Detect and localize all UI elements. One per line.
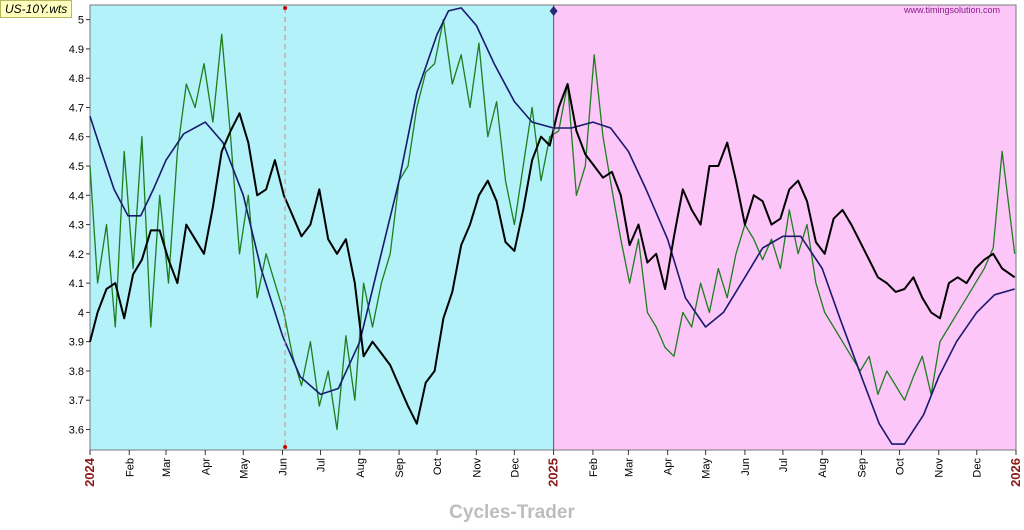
y-tick-label: 4.8 — [69, 73, 84, 85]
x-year-label: 2024 — [82, 457, 97, 487]
x-month-label: Mar — [623, 458, 635, 477]
y-tick-label: 5 — [78, 15, 84, 27]
past-region — [90, 5, 554, 450]
x-month-label: Aug — [355, 458, 367, 478]
y-tick-label: 3.7 — [69, 395, 84, 407]
x-month-label: Jun — [278, 458, 290, 476]
y-tick-label: 4.4 — [69, 190, 84, 202]
x-month-label: Sep — [856, 458, 868, 478]
price-line — [89, 83, 1016, 425]
y-tick-label: 4.2 — [69, 249, 84, 261]
x-month-label: May — [701, 458, 713, 479]
y-tick-label: 4.1 — [69, 278, 84, 290]
x-month-label: Sep — [394, 458, 406, 478]
x-month-label: Mar — [161, 458, 173, 477]
y-tick-label: 3.9 — [69, 337, 84, 349]
overlay-layer — [283, 5, 558, 450]
brand-footer: Cycles-Trader — [449, 502, 575, 523]
x-month-label: Jun — [740, 458, 752, 476]
y-tick-label: 3.8 — [69, 366, 84, 378]
x-month-label: Oct — [894, 458, 906, 475]
y-tick-label: 3.6 — [69, 425, 84, 437]
x-year-label: 2026 — [1008, 458, 1023, 487]
watermark-text: www.timingsolution.com — [903, 5, 1000, 15]
x-month-label: Aug — [817, 458, 829, 478]
forecast-start-marker — [549, 6, 558, 16]
y-tick-label: 4.5 — [69, 161, 84, 173]
y-tick-label: 4.9 — [69, 44, 84, 56]
cursor-top-marker — [283, 6, 288, 10]
x-month-label: Jul — [778, 458, 790, 472]
x-year-label: 2025 — [546, 458, 561, 487]
x-month-label: Dec — [972, 458, 984, 478]
x-month-label: Jul — [316, 458, 328, 472]
y-tick-label: 4.7 — [69, 102, 84, 114]
axis-labels: 5 4.9 4.8 4.7 4.6 4.5 4.4 4.3 4.2 4.1 4 3.9 3.8 3.7 3.… — [69, 5, 1023, 487]
x-month-label: Feb — [588, 458, 600, 477]
forecast-region — [553, 5, 1016, 450]
x-month-label: Nov — [471, 458, 483, 478]
series-layer — [89, 7, 1016, 445]
y-tick-label: 4 — [78, 307, 84, 319]
x-month-label: Oct — [432, 458, 444, 475]
y-tick-label: 4.3 — [69, 220, 84, 232]
x-month-label: Feb — [124, 458, 136, 477]
cycle-line — [89, 7, 1015, 445]
file-name-label[interactable]: US-10Y.wts — [0, 0, 73, 18]
y-tick-label: 4.6 — [69, 132, 84, 144]
plot-frame — [89, 4, 1017, 451]
cursor-bottom-marker — [283, 445, 288, 449]
x-month-label: Nov — [934, 458, 946, 478]
axis-ticks — [86, 19, 1017, 455]
plot-background — [89, 4, 1017, 451]
x-month-label: Apr — [663, 458, 675, 475]
x-month-label: Apr — [200, 458, 212, 475]
x-month-label: May — [238, 458, 250, 479]
x-month-label: Dec — [509, 458, 521, 478]
